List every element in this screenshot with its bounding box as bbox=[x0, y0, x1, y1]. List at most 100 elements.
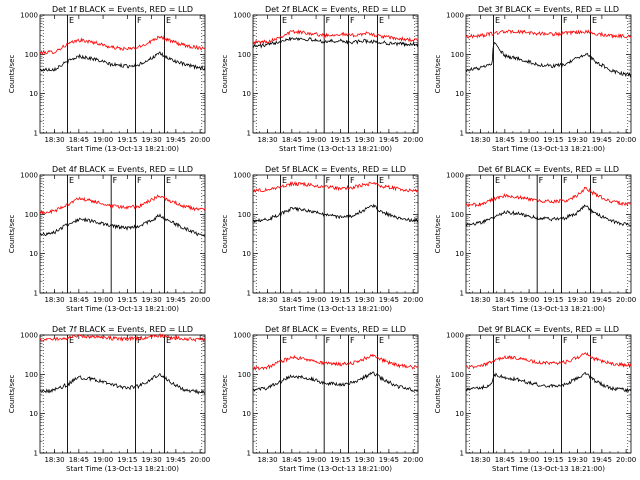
chart-panel: Det 5f BLACK = Events, RED = LLD 1 10 100 10… bbox=[221, 165, 423, 313]
chart-panel: Det 3f BLACK = Events, RED = LLD 1 10 100 10… bbox=[434, 5, 636, 153]
lld-series-line bbox=[253, 180, 419, 193]
x-tick-label: 19:15 bbox=[117, 136, 137, 144]
x-tick-label: 19:30 bbox=[568, 136, 588, 144]
plot-frame bbox=[39, 14, 206, 134]
x-tick-label: 19:00 bbox=[519, 296, 539, 304]
plot-frame bbox=[39, 174, 206, 294]
x-axis-label: Start Time (13-Oct-13 18:21:00) bbox=[66, 145, 179, 153]
y-tick-label: 100 bbox=[238, 371, 251, 379]
interval-marker-label: F bbox=[563, 176, 568, 185]
chart-title: Det 7f BLACK = Events, RED = LLD bbox=[52, 325, 193, 334]
y-tick-label: 100 bbox=[25, 211, 38, 219]
x-axis-label: Start Time (13-Oct-13 18:21:00) bbox=[66, 465, 179, 473]
plot-frame bbox=[252, 334, 419, 454]
chart-panel: Det 8f BLACK = Events, RED = LLD 1 10 100 10… bbox=[221, 325, 423, 473]
x-axis-label: Start Time (13-Oct-13 18:21:00) bbox=[279, 465, 392, 473]
x-tick-label: 19:00 bbox=[306, 456, 326, 464]
interval-marker-label: E bbox=[592, 336, 597, 345]
x-tick-label: 20:00 bbox=[190, 136, 210, 144]
events-series-line bbox=[252, 203, 419, 223]
x-tick-label: 19:00 bbox=[519, 136, 539, 144]
y-axis-label: Counts/sec bbox=[434, 215, 442, 254]
x-tick-label: 19:45 bbox=[379, 456, 399, 464]
x-tick-label: 19:15 bbox=[330, 296, 350, 304]
chart-title: Det 8f BLACK = Events, RED = LLD bbox=[265, 325, 406, 334]
lld-series-line bbox=[39, 332, 206, 343]
lld-series-line bbox=[465, 29, 632, 40]
lld-series-line bbox=[465, 351, 632, 370]
x-tick-label: 19:15 bbox=[330, 136, 350, 144]
x-tick-label: 19:30 bbox=[355, 296, 375, 304]
x-tick-label: 18:30 bbox=[470, 456, 490, 464]
interval-marker-label: E bbox=[282, 336, 287, 345]
x-tick-label: 19:30 bbox=[142, 456, 162, 464]
interval-marker-label: F bbox=[113, 176, 118, 185]
x-tick-label: 19:15 bbox=[543, 296, 563, 304]
lld-series-line bbox=[252, 29, 419, 46]
interval-marker-label: E bbox=[495, 336, 500, 345]
x-tick-label: 19:15 bbox=[543, 456, 563, 464]
interval-marker-label: F bbox=[137, 176, 142, 185]
interval-marker-label: E bbox=[379, 336, 384, 345]
y-tick-label: 100 bbox=[25, 371, 38, 379]
interval-marker-label: E bbox=[495, 176, 500, 185]
y-tick-label: 10 bbox=[455, 250, 464, 258]
x-axis-label: Start Time (13-Oct-13 18:21:00) bbox=[492, 305, 605, 313]
x-tick-label: 20:00 bbox=[403, 136, 423, 144]
x-tick-label: 20:00 bbox=[616, 136, 636, 144]
x-tick-label: 19:30 bbox=[568, 456, 588, 464]
chart-title: Det 5f BLACK = Events, RED = LLD bbox=[265, 165, 406, 174]
x-tick-label: 18:30 bbox=[470, 136, 490, 144]
interval-marker-label: E bbox=[69, 16, 74, 25]
x-tick-label: 18:45 bbox=[282, 296, 302, 304]
x-tick-label: 18:45 bbox=[282, 456, 302, 464]
plot-frame bbox=[252, 14, 419, 134]
y-tick-label: 1 bbox=[247, 290, 251, 298]
interval-marker-label: F bbox=[326, 16, 331, 25]
interval-marker-label: E bbox=[69, 336, 74, 345]
events-series-line bbox=[39, 213, 206, 237]
x-tick-label: 18:30 bbox=[44, 456, 64, 464]
events-series-line bbox=[252, 371, 419, 392]
y-tick-label: 1000 bbox=[20, 12, 38, 20]
interval-marker-label: E bbox=[282, 16, 287, 25]
x-tick-label: 20:00 bbox=[190, 296, 210, 304]
y-tick-label: 100 bbox=[238, 211, 251, 219]
x-axis-label: Start Time (13-Oct-13 18:21:00) bbox=[66, 305, 179, 313]
plot-frame bbox=[465, 334, 632, 454]
y-tick-label: 10 bbox=[242, 410, 251, 418]
y-tick-label: 100 bbox=[451, 51, 464, 59]
y-tick-label: 100 bbox=[238, 51, 251, 59]
events-series-line bbox=[39, 51, 206, 72]
chart-title: Det 3f BLACK = Events, RED = LLD bbox=[478, 5, 619, 14]
y-axis-label: Counts/sec bbox=[434, 55, 442, 94]
y-tick-label: 10 bbox=[455, 410, 464, 418]
interval-marker-label: F bbox=[350, 176, 355, 185]
y-tick-label: 100 bbox=[451, 371, 464, 379]
y-tick-label: 10 bbox=[29, 410, 38, 418]
y-tick-label: 100 bbox=[25, 51, 38, 59]
y-axis-label: Counts/sec bbox=[221, 55, 229, 94]
x-tick-label: 20:00 bbox=[616, 456, 636, 464]
x-tick-label: 18:30 bbox=[257, 136, 277, 144]
y-tick-label: 1000 bbox=[446, 12, 464, 20]
x-tick-label: 19:00 bbox=[306, 136, 326, 144]
events-series-line bbox=[465, 42, 632, 78]
y-tick-label: 10 bbox=[242, 90, 251, 98]
y-tick-label: 1 bbox=[460, 130, 464, 138]
interval-marker-label: E bbox=[166, 16, 171, 25]
y-tick-label: 1 bbox=[460, 290, 464, 298]
lld-series-line bbox=[465, 186, 632, 208]
x-tick-label: 20:00 bbox=[403, 456, 423, 464]
y-tick-label: 1000 bbox=[20, 172, 38, 180]
y-tick-label: 1000 bbox=[233, 332, 251, 340]
x-tick-label: 19:00 bbox=[93, 136, 113, 144]
lld-series-line bbox=[39, 194, 206, 215]
x-tick-label: 18:30 bbox=[44, 136, 64, 144]
y-axis-label: Counts/sec bbox=[221, 375, 229, 414]
interval-marker-label: F bbox=[137, 16, 142, 25]
x-tick-label: 19:15 bbox=[330, 456, 350, 464]
interval-marker-label: E bbox=[495, 16, 500, 25]
y-tick-label: 1000 bbox=[446, 332, 464, 340]
y-tick-label: 1 bbox=[247, 130, 251, 138]
